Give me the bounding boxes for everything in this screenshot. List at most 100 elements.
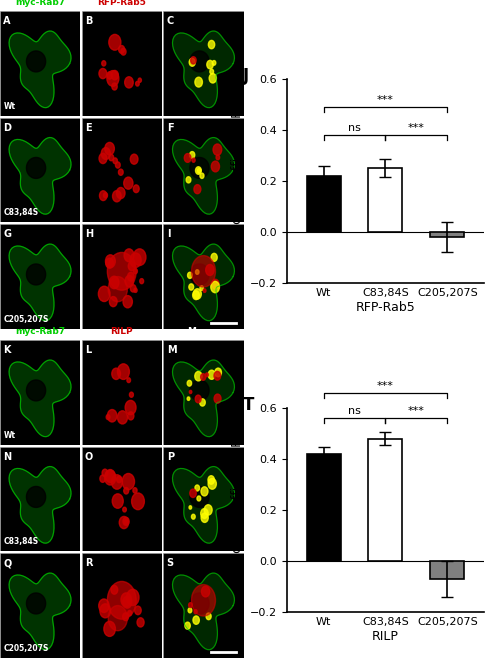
Circle shape — [195, 485, 199, 491]
Circle shape — [123, 295, 132, 308]
Circle shape — [107, 70, 119, 86]
Text: C83,84S: C83,84S — [4, 537, 39, 546]
Circle shape — [211, 282, 220, 293]
Text: ***: *** — [377, 95, 394, 105]
Circle shape — [214, 394, 221, 403]
Circle shape — [128, 262, 135, 270]
Circle shape — [216, 155, 220, 160]
Circle shape — [111, 475, 122, 489]
Circle shape — [206, 265, 214, 276]
Y-axis label: Pearson's Coefficient (R): Pearson's Coefficient (R) — [231, 433, 244, 587]
Bar — [430, 561, 464, 579]
Circle shape — [191, 515, 195, 519]
Text: Merge: Merge — [187, 326, 220, 336]
Circle shape — [188, 608, 192, 613]
Circle shape — [123, 507, 126, 512]
Circle shape — [189, 59, 195, 66]
Circle shape — [133, 185, 139, 193]
Circle shape — [99, 153, 107, 164]
Circle shape — [107, 253, 136, 290]
Circle shape — [130, 285, 136, 292]
Polygon shape — [26, 264, 46, 285]
Text: C: C — [166, 16, 174, 26]
Circle shape — [190, 489, 196, 497]
Circle shape — [203, 289, 206, 292]
Circle shape — [211, 253, 217, 261]
Circle shape — [118, 169, 123, 175]
Polygon shape — [190, 593, 209, 614]
Circle shape — [194, 609, 197, 614]
Polygon shape — [172, 31, 235, 108]
Bar — [430, 232, 464, 237]
Circle shape — [105, 470, 115, 482]
Circle shape — [193, 291, 199, 299]
Circle shape — [99, 68, 107, 79]
Bar — [307, 176, 340, 232]
Text: ***: *** — [408, 123, 425, 133]
Circle shape — [112, 191, 121, 202]
Circle shape — [100, 475, 105, 482]
Circle shape — [136, 82, 139, 86]
Circle shape — [117, 476, 122, 483]
Circle shape — [104, 621, 115, 636]
Circle shape — [207, 61, 213, 69]
Polygon shape — [26, 380, 46, 401]
Text: RILP: RILP — [110, 326, 133, 336]
Text: RFP-Rab5: RFP-Rab5 — [97, 0, 146, 7]
Y-axis label: Pearson's Coefficient (R): Pearson's Coefficient (R) — [231, 104, 244, 258]
Circle shape — [125, 400, 136, 415]
Circle shape — [206, 613, 211, 620]
Circle shape — [184, 153, 191, 163]
Circle shape — [104, 470, 116, 485]
Circle shape — [127, 590, 139, 605]
Circle shape — [210, 69, 214, 74]
Circle shape — [205, 373, 208, 376]
Polygon shape — [26, 486, 46, 507]
Text: A: A — [3, 16, 11, 26]
Circle shape — [200, 399, 205, 406]
Text: Wt: Wt — [4, 431, 16, 440]
Circle shape — [102, 469, 108, 476]
Circle shape — [117, 411, 128, 424]
Circle shape — [116, 188, 125, 199]
Circle shape — [125, 276, 134, 287]
Polygon shape — [9, 360, 71, 437]
Text: Q: Q — [3, 559, 11, 569]
Circle shape — [123, 517, 129, 526]
Circle shape — [189, 284, 194, 290]
Circle shape — [111, 586, 118, 594]
Polygon shape — [172, 244, 235, 320]
Circle shape — [107, 582, 136, 619]
Circle shape — [208, 370, 215, 380]
Circle shape — [108, 276, 127, 302]
Polygon shape — [26, 593, 46, 614]
Bar — [368, 168, 403, 232]
Circle shape — [201, 586, 210, 597]
Text: myc-Rab7: myc-Rab7 — [15, 326, 65, 336]
Circle shape — [191, 57, 196, 64]
Circle shape — [200, 173, 204, 178]
Circle shape — [195, 395, 201, 403]
Circle shape — [103, 193, 107, 198]
Circle shape — [112, 83, 117, 90]
Circle shape — [109, 297, 117, 307]
Circle shape — [129, 392, 133, 397]
Polygon shape — [190, 157, 209, 178]
Text: Wt: Wt — [4, 102, 16, 111]
Polygon shape — [190, 51, 209, 72]
Bar — [368, 439, 403, 561]
Circle shape — [109, 155, 114, 161]
Circle shape — [201, 374, 206, 380]
Text: ***: *** — [377, 380, 394, 391]
Text: ns: ns — [348, 123, 361, 133]
Circle shape — [135, 606, 141, 615]
Circle shape — [193, 616, 199, 624]
Text: Merge: Merge — [187, 0, 220, 7]
Circle shape — [189, 151, 195, 159]
Circle shape — [106, 415, 110, 420]
Circle shape — [137, 618, 144, 627]
Polygon shape — [172, 360, 235, 437]
Text: G: G — [3, 230, 11, 240]
Text: S: S — [166, 559, 174, 569]
Circle shape — [107, 409, 117, 422]
